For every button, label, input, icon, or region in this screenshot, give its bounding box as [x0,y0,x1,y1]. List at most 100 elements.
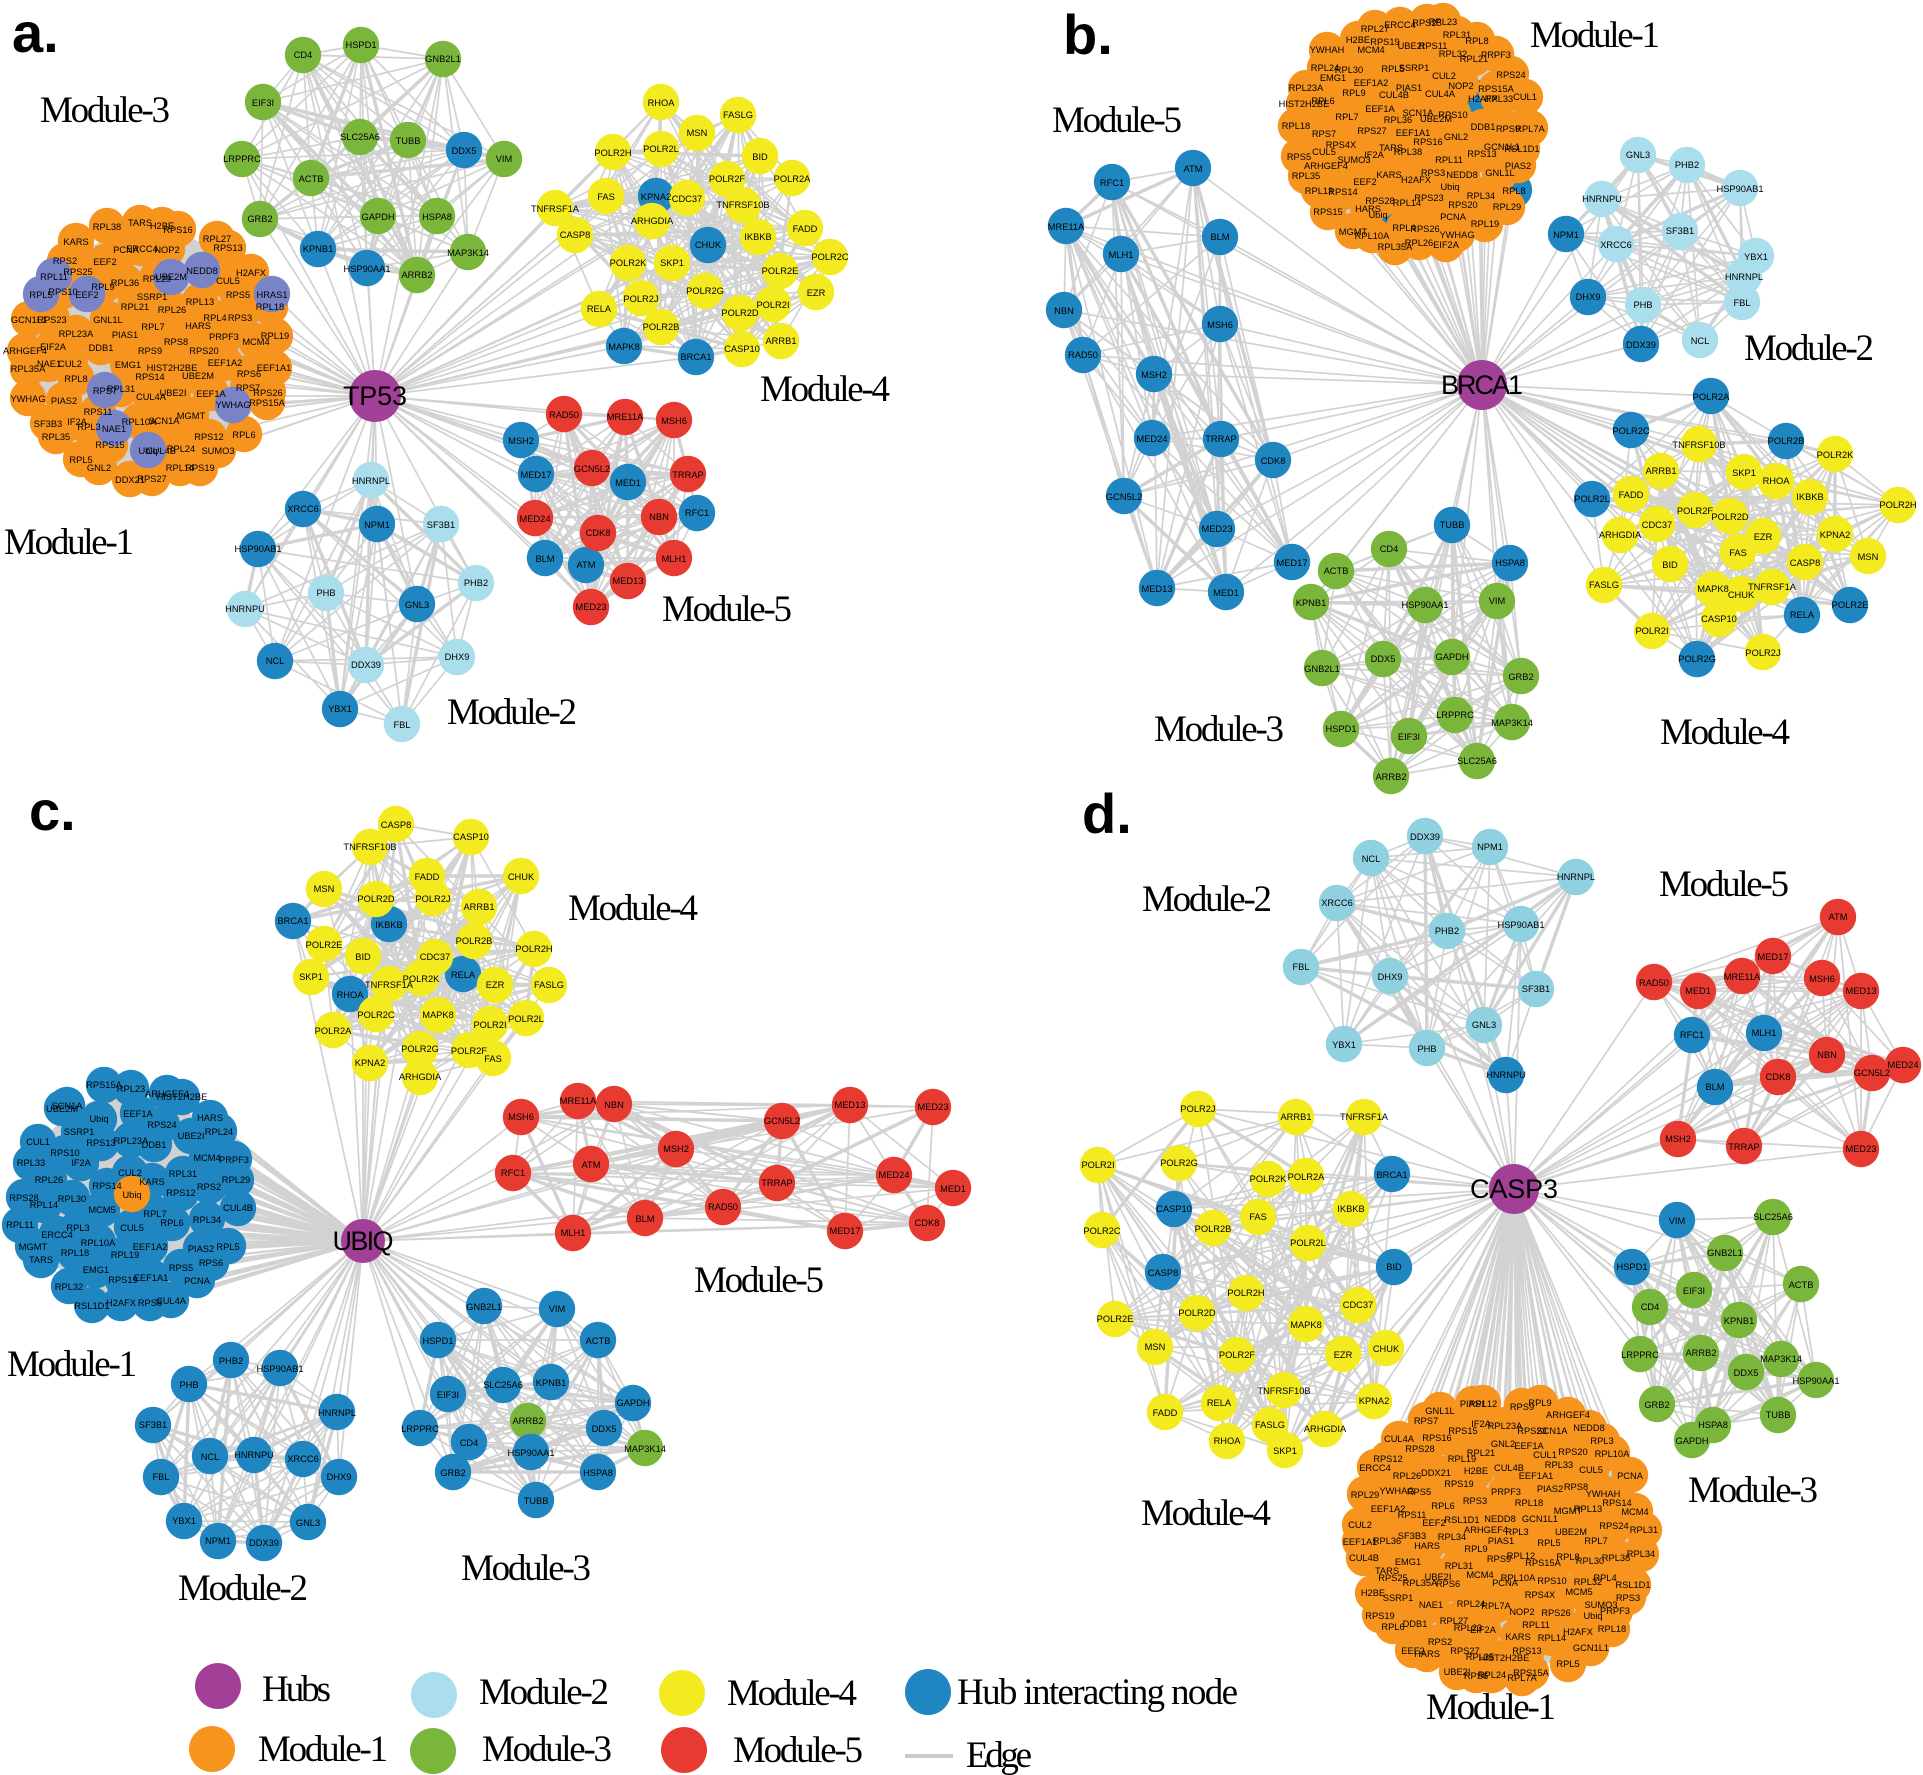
svg-text:RPS9: RPS9 [1496,124,1520,134]
svg-text:CUL4A: CUL4A [136,392,167,402]
svg-text:FBL: FBL [393,720,410,730]
svg-text:RPS25: RPS25 [1378,1573,1407,1583]
svg-text:RPL23: RPL23 [1454,1623,1482,1633]
svg-text:EIF3I: EIF3I [252,98,274,108]
svg-text:POLR2G: POLR2G [1160,1158,1198,1168]
svg-text:EZR: EZR [486,980,505,990]
svg-text:UBE2I: UBE2I [1398,41,1425,51]
svg-text:MLH1: MLH1 [1109,250,1134,260]
svg-text:RHOA: RHOA [1763,476,1791,486]
svg-text:CUL5: CUL5 [216,276,240,286]
svg-text:HSPD1: HSPD1 [345,40,376,50]
svg-text:SF3B1: SF3B1 [139,1420,167,1430]
svg-text:RPS26: RPS26 [1410,224,1439,234]
svg-text:MED23: MED23 [917,1102,948,1112]
svg-text:POLR2D: POLR2D [721,308,758,318]
svg-text:RPL24: RPL24 [1457,1599,1485,1609]
svg-text:RPS10: RPS10 [48,287,77,297]
svg-text:RFC1: RFC1 [1680,1030,1704,1040]
svg-text:HIST2H2BE: HIST2H2BE [147,363,198,373]
svg-text:PCNA: PCNA [1440,212,1467,222]
svg-text:RSL1D1: RSL1D1 [74,1301,109,1311]
svg-text:KPNA2: KPNA2 [641,192,672,202]
svg-text:H2AFX: H2AFX [1401,175,1431,185]
svg-text:RPS13: RPS13 [213,243,242,253]
svg-text:GNL3: GNL3 [405,600,429,610]
svg-text:RFC1: RFC1 [1100,178,1124,188]
svg-text:DHX9: DHX9 [327,1472,352,1482]
svg-text:ATM: ATM [1184,164,1203,174]
svg-text:CDK8: CDK8 [1261,456,1286,466]
svg-text:MED23: MED23 [1201,524,1232,534]
svg-text:DDX21: DDX21 [1421,1468,1451,1478]
svg-text:BRCA1: BRCA1 [680,352,711,362]
svg-text:ARHGDIA: ARHGDIA [631,216,674,226]
svg-text:CASP8: CASP8 [381,820,412,830]
svg-text:MSN: MSN [314,884,335,894]
svg-text:POLR2E: POLR2E [306,940,343,950]
svg-text:YWHAH: YWHAH [1310,45,1345,55]
svg-text:RPL13: RPL13 [186,297,214,307]
svg-text:DDX39: DDX39 [351,660,381,670]
svg-text:RPS8: RPS8 [1564,1482,1588,1492]
svg-text:RPS4X: RPS4X [1326,140,1357,150]
svg-text:TNFRSF1A: TNFRSF1A [1748,582,1797,592]
svg-text:RPL10A: RPL10A [1355,231,1390,241]
svg-text:UBE2M: UBE2M [182,371,214,381]
svg-text:UBE2M: UBE2M [155,272,187,282]
svg-text:Module-1: Module-1 [1426,1687,1556,1728]
svg-text:RPL34: RPL34 [1438,1532,1466,1542]
svg-text:ACTB: ACTB [586,1336,611,1346]
svg-text:RPL5: RPL5 [216,1242,239,1252]
svg-text:MED17: MED17 [829,1226,860,1236]
svg-text:DDX5: DDX5 [1734,1368,1759,1378]
svg-text:RPL30: RPL30 [1576,1556,1604,1566]
svg-text:NCL: NCL [266,656,285,666]
svg-text:HSPD1: HSPD1 [1616,1262,1647,1272]
svg-text:TARS: TARS [29,1255,53,1265]
svg-text:YBX1: YBX1 [328,704,352,714]
svg-text:RPL31: RPL31 [1443,30,1471,40]
svg-text:POLR2A: POLR2A [315,1026,352,1036]
svg-text:LRPPRC: LRPPRC [1621,1350,1659,1360]
svg-text:Hubs: Hubs [262,1669,331,1710]
svg-text:RPS13: RPS13 [1512,1646,1541,1656]
svg-text:MGMT: MGMT [1339,227,1368,237]
svg-text:MLH1: MLH1 [1752,1028,1777,1038]
svg-text:HSPA8: HSPA8 [583,1468,613,1478]
svg-text:DDX5: DDX5 [452,146,477,156]
svg-text:GNL2: GNL2 [1444,132,1468,142]
svg-text:RELA: RELA [1790,610,1815,620]
svg-text:EZR: EZR [1334,1350,1353,1360]
svg-text:PHB: PHB [1633,300,1652,310]
svg-text:RPL18: RPL18 [1598,1624,1626,1634]
svg-text:ACTB: ACTB [1324,566,1349,576]
svg-text:PCNA: PCNA [1492,1578,1519,1588]
svg-text:PIAS1: PIAS1 [1460,1399,1486,1409]
svg-text:TNFRSF1A: TNFRSF1A [531,204,580,214]
svg-text:RPL3: RPL3 [66,1223,89,1233]
svg-text:SCN1A: SCN1A [148,416,180,426]
svg-text:MED13: MED13 [834,1100,865,1110]
svg-text:MED13: MED13 [1141,584,1172,594]
svg-text:DDX5: DDX5 [1371,654,1396,664]
svg-text:GNB2L1: GNB2L1 [425,54,461,64]
svg-text:MSH6: MSH6 [661,416,687,426]
svg-text:HSP90AA1: HSP90AA1 [343,264,390,274]
svg-text:DDB1: DDB1 [1403,1619,1428,1629]
svg-text:RPS27: RPS27 [1357,126,1386,136]
svg-text:YBX1: YBX1 [1744,252,1768,262]
svg-text:MED1: MED1 [1685,986,1711,996]
svg-text:RAD50: RAD50 [708,1202,738,1212]
svg-text:FASLG: FASLG [1589,580,1619,590]
svg-text:SUMO3: SUMO3 [1584,1600,1617,1610]
svg-text:Module-3: Module-3 [1154,709,1284,750]
svg-text:MED24: MED24 [1136,434,1167,444]
svg-text:HIST2H2BE: HIST2H2BE [157,1092,208,1102]
svg-text:RPL11: RPL11 [6,1220,34,1230]
svg-text:RPS3: RPS3 [228,313,252,323]
svg-text:RPS10: RPS10 [1537,1576,1566,1586]
svg-text:SKP1: SKP1 [299,972,323,982]
svg-text:RPL32: RPL32 [55,1282,83,1292]
svg-text:TARS: TARS [1375,1566,1399,1576]
